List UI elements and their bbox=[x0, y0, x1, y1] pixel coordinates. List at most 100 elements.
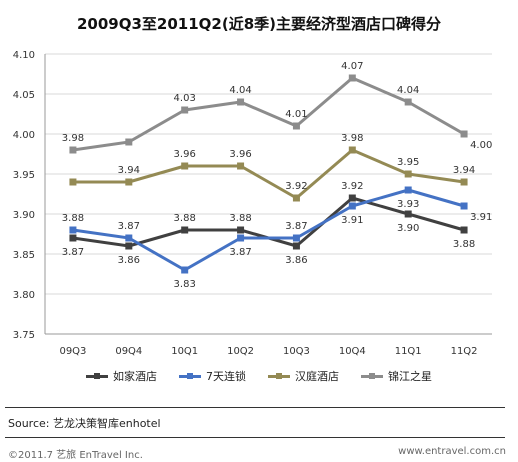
data-label: 3.86 bbox=[285, 255, 307, 266]
data-point bbox=[348, 74, 356, 82]
data-point bbox=[181, 266, 189, 274]
legend-swatch bbox=[268, 372, 290, 379]
data-label: 3.87 bbox=[285, 221, 307, 232]
data-label: 3.88 bbox=[62, 213, 84, 224]
legend-swatch bbox=[86, 372, 108, 379]
legend-item: 锦江之星 bbox=[361, 368, 432, 384]
data-label: 3.87 bbox=[118, 221, 140, 232]
data-label: 3.88 bbox=[453, 239, 475, 250]
legend-item: 汉庭酒店 bbox=[268, 368, 339, 384]
data-label: 4.03 bbox=[174, 93, 196, 104]
data-label: 3.96 bbox=[229, 149, 251, 160]
data-label: 4.04 bbox=[397, 85, 419, 96]
x-tick-label: 09Q4 bbox=[115, 346, 142, 357]
data-point bbox=[292, 242, 300, 250]
y-tick-label: 3.85 bbox=[13, 250, 35, 261]
data-point bbox=[125, 178, 133, 186]
series-line bbox=[72, 188, 465, 272]
data-label: 3.92 bbox=[285, 181, 307, 192]
data-point bbox=[348, 202, 356, 210]
data-point bbox=[69, 146, 77, 154]
data-label: 3.94 bbox=[118, 165, 140, 176]
data-point bbox=[125, 242, 133, 250]
data-point bbox=[181, 162, 189, 170]
series-lines bbox=[69, 74, 468, 274]
divider-top bbox=[5, 407, 505, 408]
data-point bbox=[292, 194, 300, 202]
legend-swatch bbox=[179, 372, 201, 379]
x-tick-label: 10Q1 bbox=[171, 346, 198, 357]
data-point bbox=[237, 162, 245, 170]
data-point bbox=[237, 98, 245, 106]
legend-label: 锦江之星 bbox=[388, 370, 432, 383]
data-point bbox=[348, 194, 356, 202]
y-tick-label: 3.75 bbox=[13, 330, 35, 341]
divider-bottom bbox=[5, 437, 505, 438]
data-point bbox=[69, 234, 77, 242]
data-label: 3.87 bbox=[62, 247, 84, 258]
data-point bbox=[460, 202, 468, 210]
data-point bbox=[69, 178, 77, 186]
y-tick-label: 4.00 bbox=[13, 130, 35, 141]
copyright-text: ©2011.7 艺旅 EnTravel Inc. bbox=[8, 450, 143, 461]
data-point bbox=[181, 106, 189, 114]
website-link[interactable]: www.entravel.com.cn bbox=[398, 446, 506, 457]
data-point bbox=[292, 122, 300, 130]
x-tick-label: 11Q2 bbox=[451, 346, 478, 357]
data-label: 3.92 bbox=[341, 181, 363, 192]
data-point bbox=[292, 234, 300, 242]
data-label: 3.83 bbox=[174, 279, 196, 290]
data-label: 3.91 bbox=[341, 215, 363, 226]
data-point bbox=[460, 130, 468, 138]
data-label: 3.98 bbox=[62, 133, 84, 144]
data-label: 4.04 bbox=[229, 85, 251, 96]
data-point bbox=[125, 138, 133, 146]
data-label: 3.96 bbox=[174, 149, 196, 160]
legend-label: 如家酒店 bbox=[113, 370, 157, 383]
data-label: 3.93 bbox=[397, 199, 419, 210]
data-label: 3.91 bbox=[470, 212, 492, 223]
data-point bbox=[237, 234, 245, 242]
data-label: 3.88 bbox=[229, 213, 251, 224]
legend-item: 7天连锁 bbox=[179, 368, 246, 384]
data-point bbox=[181, 226, 189, 234]
data-point bbox=[348, 146, 356, 154]
data-point bbox=[237, 226, 245, 234]
x-tick-label: 09Q3 bbox=[59, 346, 86, 357]
chart-title: 2009Q3至2011Q2(近8季)主要经济型酒店口碑得分 bbox=[76, 15, 442, 33]
data-label: 3.90 bbox=[397, 223, 419, 234]
y-tick-label: 3.90 bbox=[13, 210, 35, 221]
y-tick-label: 4.10 bbox=[13, 50, 35, 61]
axes: 3.75 3.80 3.85 3.90 3.95 4.00 4.05 4.10 09Q3 09Q4… bbox=[13, 50, 492, 357]
data-point bbox=[404, 210, 412, 218]
y-tick-label: 4.05 bbox=[13, 90, 35, 101]
data-point bbox=[460, 178, 468, 186]
data-label: 4.07 bbox=[341, 61, 363, 72]
legend: 如家酒店 7天连锁 汉庭酒店 锦江之星 bbox=[0, 368, 518, 384]
data-point bbox=[404, 186, 412, 194]
x-tick-label: 10Q4 bbox=[339, 346, 366, 357]
data-label: 4.01 bbox=[285, 109, 307, 120]
data-point bbox=[404, 170, 412, 178]
y-tick-label: 3.95 bbox=[13, 170, 35, 181]
data-point bbox=[125, 234, 133, 242]
data-label: 3.98 bbox=[341, 133, 363, 144]
y-tick-label: 3.80 bbox=[13, 290, 35, 301]
legend-item: 如家酒店 bbox=[86, 368, 157, 384]
data-label: 3.87 bbox=[229, 247, 251, 258]
data-point bbox=[69, 226, 77, 234]
legend-label: 汉庭酒店 bbox=[295, 370, 339, 383]
data-label: 3.94 bbox=[453, 165, 475, 176]
source-note: Source: 艺龙决策智库enhotel bbox=[8, 417, 161, 430]
data-label: 3.95 bbox=[397, 157, 419, 168]
data-label: 3.88 bbox=[174, 213, 196, 224]
data-label: 3.86 bbox=[118, 255, 140, 266]
series-line bbox=[72, 76, 465, 152]
x-tick-label: 10Q3 bbox=[283, 346, 310, 357]
series-line bbox=[72, 148, 465, 200]
legend-swatch bbox=[361, 372, 383, 379]
data-labels: 3.87 3.86 3.88 3.88 3.86 3.92 3.90 3.88 3.88 3.87… bbox=[62, 61, 493, 290]
data-label: 4.00 bbox=[470, 140, 492, 151]
data-point bbox=[404, 98, 412, 106]
